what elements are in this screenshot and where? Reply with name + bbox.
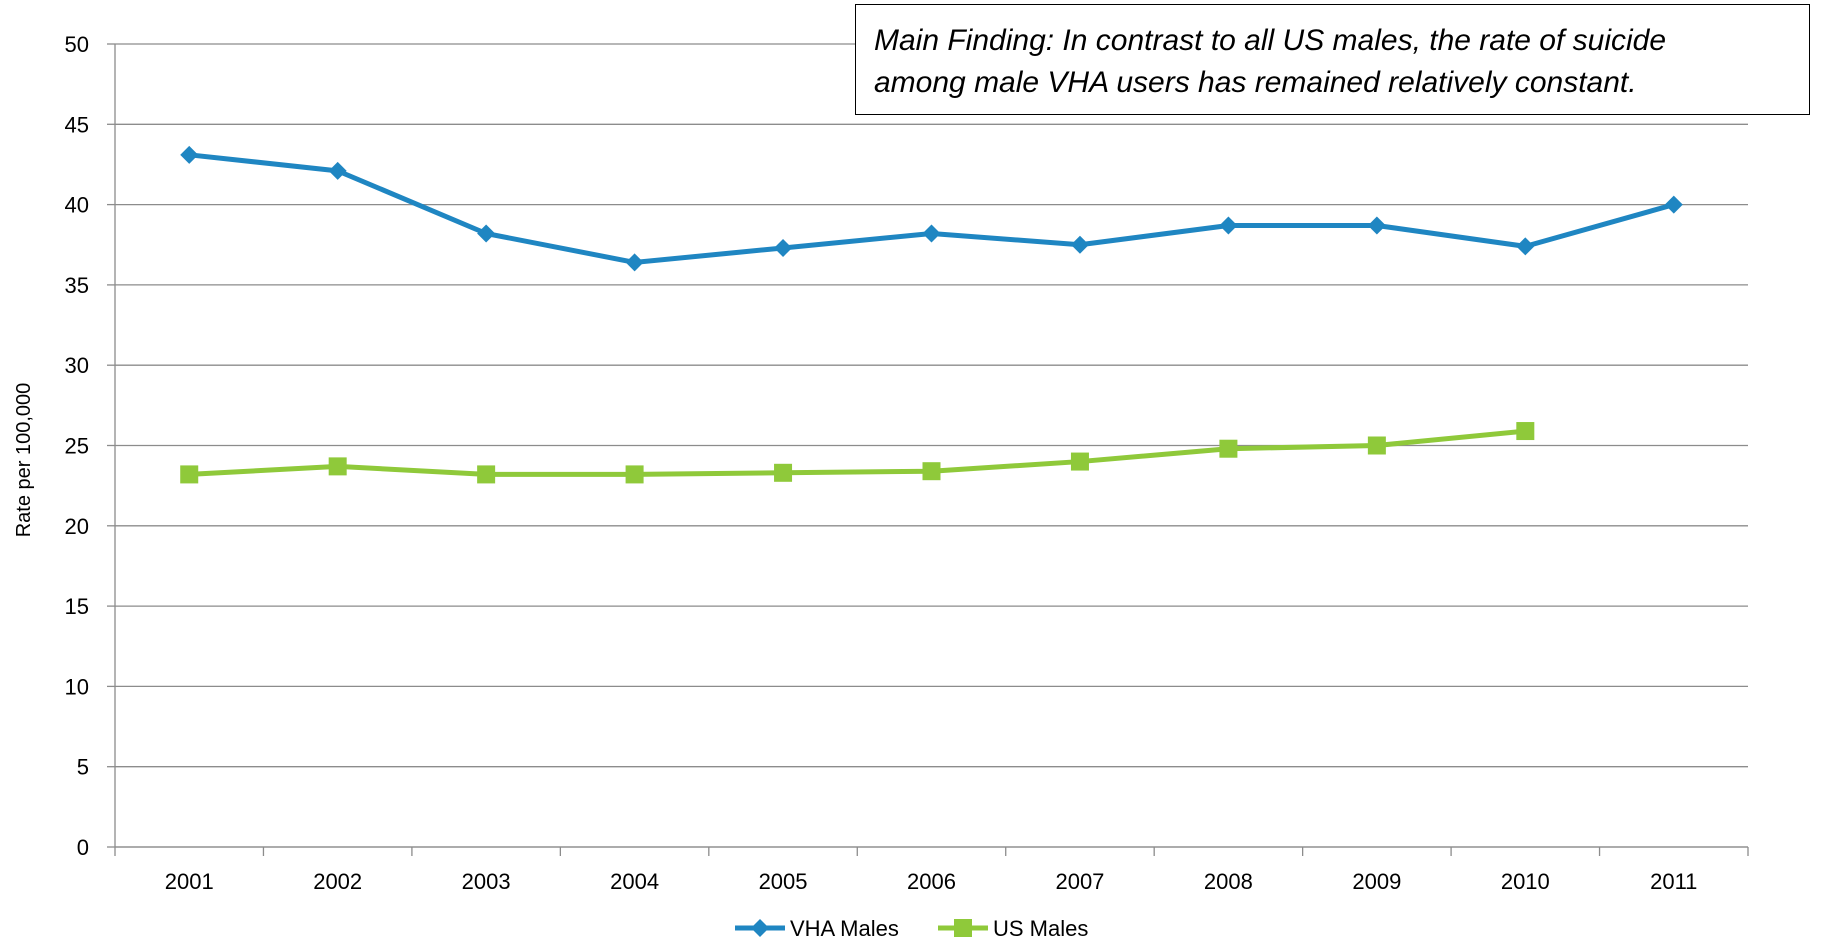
legend-item: US Males (938, 916, 1088, 941)
data-point-2007 (1070, 452, 1089, 471)
x-tick-label: 2006 (907, 869, 956, 894)
data-point-2010 (1516, 237, 1535, 256)
y-tick-label: 20 (65, 514, 89, 539)
y-tick-label: 5 (77, 755, 89, 780)
main-finding-annotation: Main Finding: In contrast to all US male… (855, 4, 1810, 115)
series-line (186, 152, 1677, 265)
legend-marker (751, 919, 769, 937)
data-point-2009 (1367, 216, 1386, 235)
data-point-2001 (180, 145, 199, 164)
series-vha-males (180, 145, 1683, 272)
y-tick-label: 15 (65, 594, 89, 619)
axes: 0 5 10 15 20 25 30 35 40 45 50 2001 2002 2003 2004 2005… (65, 32, 1749, 894)
data-point-2005 (774, 238, 793, 257)
finding-line-2: among male VHA users has remained relati… (874, 66, 1637, 99)
legend: VHA Males US Males (735, 916, 1088, 941)
data-point-2009 (1367, 436, 1386, 455)
x-tick-label: 2004 (610, 869, 659, 894)
y-tick-label: 45 (65, 112, 89, 137)
x-tick-label: 2002 (313, 869, 362, 894)
y-tick-label: 0 (77, 835, 89, 860)
x-tick-label: 2010 (1501, 869, 1550, 894)
data-point-2001 (180, 465, 199, 484)
x-tick-label: 2008 (1204, 869, 1253, 894)
legend-marker (954, 919, 972, 937)
legend-label: US Males (993, 916, 1088, 941)
x-tick-label: 2011 (1650, 869, 1697, 894)
data-point-2006 (922, 224, 941, 243)
y-tick-label: 40 (65, 193, 89, 218)
x-tick-label: 2003 (462, 869, 511, 894)
data-point-2008 (1219, 216, 1238, 235)
gridlines (115, 43, 1748, 848)
data-point-2007 (1070, 235, 1089, 254)
data-point-2010 (1516, 422, 1535, 441)
legend-label: VHA Males (790, 916, 899, 941)
data-point-2003 (477, 465, 496, 484)
y-tick-label: 10 (65, 674, 89, 699)
data-point-2002 (328, 161, 347, 180)
series-lines (180, 145, 1683, 484)
y-tick-label: 50 (65, 32, 89, 57)
series-line (186, 428, 1528, 477)
y-tick-label: 30 (65, 353, 89, 378)
data-point-2005 (774, 463, 793, 482)
data-point-2006 (922, 462, 941, 481)
x-tick-label: 2009 (1352, 869, 1401, 894)
data-point-2003 (477, 224, 496, 243)
x-tick-label: 2001 (165, 869, 214, 894)
x-tick-label: 2005 (759, 869, 808, 894)
data-point-2008 (1219, 439, 1238, 458)
data-point-2011 (1664, 195, 1683, 214)
data-point-2004 (625, 253, 644, 272)
x-tick-label: 2007 (1055, 869, 1104, 894)
legend-item: VHA Males (735, 916, 899, 941)
data-point-2002 (328, 457, 347, 476)
series-us-males (180, 422, 1535, 484)
finding-line-1: Main Finding: In contrast to all US male… (874, 24, 1667, 57)
y-axis-title: Rate per 100,000 (13, 383, 35, 538)
y-tick-label: 35 (65, 273, 89, 298)
y-tick-label: 25 (65, 434, 89, 459)
data-point-2004 (625, 465, 644, 484)
